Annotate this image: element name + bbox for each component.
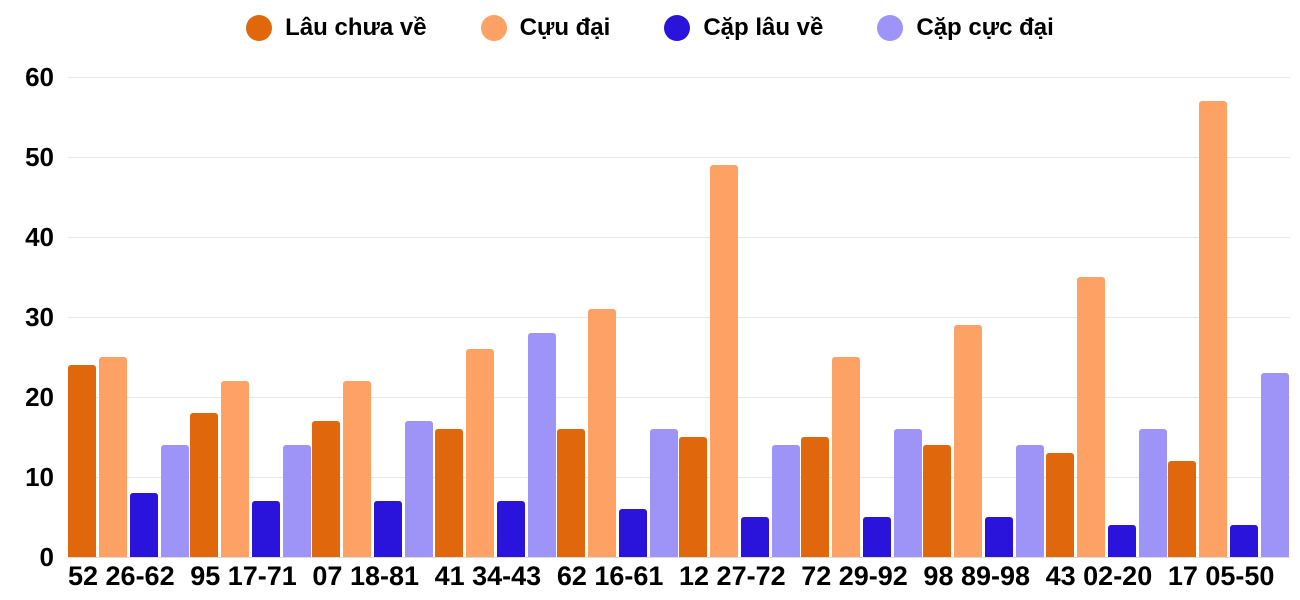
- circle-marker-icon: [480, 15, 507, 41]
- legend-label: Cựu đại: [519, 14, 611, 41]
- circle-marker-icon: [877, 15, 904, 41]
- circle-marker-icon: [246, 15, 273, 41]
- bar[interactable]: [587, 309, 616, 557]
- bar[interactable]: [221, 381, 250, 557]
- bar-group: [190, 77, 312, 557]
- legend-label: Cặp cực đại: [916, 14, 1054, 41]
- bar[interactable]: [710, 165, 739, 557]
- bar[interactable]: [374, 501, 403, 557]
- y-axis-tick-20: 20: [25, 382, 54, 412]
- y-axis-tick-0: 0: [39, 542, 54, 572]
- bar[interactable]: [1167, 461, 1196, 557]
- gridline-20: [68, 397, 1290, 398]
- bar[interactable]: [618, 509, 647, 557]
- x-axis-label: 17 05-50: [1167, 561, 1275, 591]
- bar[interactable]: [1138, 429, 1167, 557]
- bar[interactable]: [434, 429, 463, 557]
- bar[interactable]: [923, 445, 952, 557]
- x-axis-label: 62 16-61: [556, 561, 664, 591]
- bar[interactable]: [772, 445, 801, 557]
- y-axis-tick-40: 40: [25, 222, 54, 252]
- x-axis-label: 12 27-72: [679, 561, 786, 591]
- bar[interactable]: [405, 421, 434, 557]
- y-axis-tick-50: 50: [25, 142, 54, 172]
- bar[interactable]: [161, 445, 189, 557]
- bar[interactable]: [1045, 453, 1074, 557]
- x-axis-label: 07 18-81: [312, 561, 419, 591]
- x-axis-label: 72 29-92: [801, 561, 908, 591]
- bar-group: [556, 77, 679, 557]
- x-axis-label: 41 34-43: [434, 561, 542, 591]
- bar[interactable]: [556, 429, 585, 557]
- gridline-60: [68, 77, 1290, 78]
- y-axis-tick-30: 30: [25, 302, 54, 332]
- bar[interactable]: [679, 437, 708, 557]
- bar[interactable]: [741, 517, 770, 557]
- bar[interactable]: [649, 429, 678, 557]
- bar[interactable]: [1107, 525, 1136, 557]
- bar[interactable]: [954, 325, 983, 557]
- legend-item-2[interactable]: Cựu đại: [480, 14, 611, 41]
- x-axis-label: 95 17-71: [190, 561, 297, 591]
- bar[interactable]: [99, 357, 127, 557]
- legend-item-1[interactable]: Lâu chưa về: [246, 14, 427, 41]
- bar[interactable]: [252, 501, 281, 557]
- bar-group: [312, 77, 434, 557]
- bar[interactable]: [1198, 101, 1227, 557]
- gridline-10: [68, 477, 1290, 478]
- bar-group: [679, 77, 801, 557]
- bar[interactable]: [894, 429, 923, 557]
- x-axis-label: 98 89-98: [923, 561, 1031, 591]
- bar[interactable]: [283, 445, 312, 557]
- bar[interactable]: [985, 517, 1014, 557]
- plot-area: [68, 77, 1290, 558]
- y-axis-tick-10: 10: [25, 462, 54, 492]
- bar-group: [1045, 77, 1168, 557]
- bar[interactable]: [863, 517, 892, 557]
- axis-baseline: [68, 557, 1290, 558]
- x-axis-label: 52 26-62: [68, 561, 175, 591]
- legend-item-4[interactable]: Cặp cực đại: [877, 14, 1054, 41]
- bar[interactable]: [527, 333, 556, 557]
- bar-group: [923, 77, 1045, 557]
- bar[interactable]: [832, 357, 861, 557]
- legend-item-3[interactable]: Cặp lâu về: [664, 15, 823, 41]
- bar-group: [801, 77, 923, 557]
- x-axis-label: 43 02-20: [1045, 561, 1153, 591]
- bar-group: [1167, 77, 1290, 557]
- bar[interactable]: [190, 413, 219, 557]
- gridline-30: [68, 317, 1290, 318]
- gridline-40: [68, 237, 1290, 238]
- bar-group: [68, 77, 190, 557]
- bar[interactable]: [312, 421, 341, 557]
- bar[interactable]: [1076, 277, 1105, 557]
- bar[interactable]: [68, 365, 96, 557]
- bar-group: [434, 77, 557, 557]
- bar[interactable]: [1229, 525, 1258, 557]
- legend-label: Cặp lâu về: [703, 14, 824, 41]
- circle-marker-icon: [664, 15, 691, 41]
- bar[interactable]: [496, 501, 525, 557]
- bar[interactable]: [1260, 373, 1289, 557]
- chart-legend: Lâu chưa về Cựu đại Cặp lâu về Cặp cực đại: [0, 0, 1300, 56]
- bar[interactable]: [465, 349, 494, 557]
- bar-groups: [68, 77, 1290, 557]
- bar[interactable]: [801, 437, 830, 557]
- gridline-50: [68, 157, 1290, 158]
- y-axis-tick-60: 60: [25, 62, 54, 92]
- bar[interactable]: [130, 493, 158, 557]
- bar[interactable]: [343, 381, 372, 557]
- legend-label: Lâu chưa về: [285, 14, 427, 41]
- bar[interactable]: [1016, 445, 1045, 557]
- x-axis: 52 26-62 95 17-71 07 18-81 41 34-43 62 16-61…: [68, 561, 1290, 600]
